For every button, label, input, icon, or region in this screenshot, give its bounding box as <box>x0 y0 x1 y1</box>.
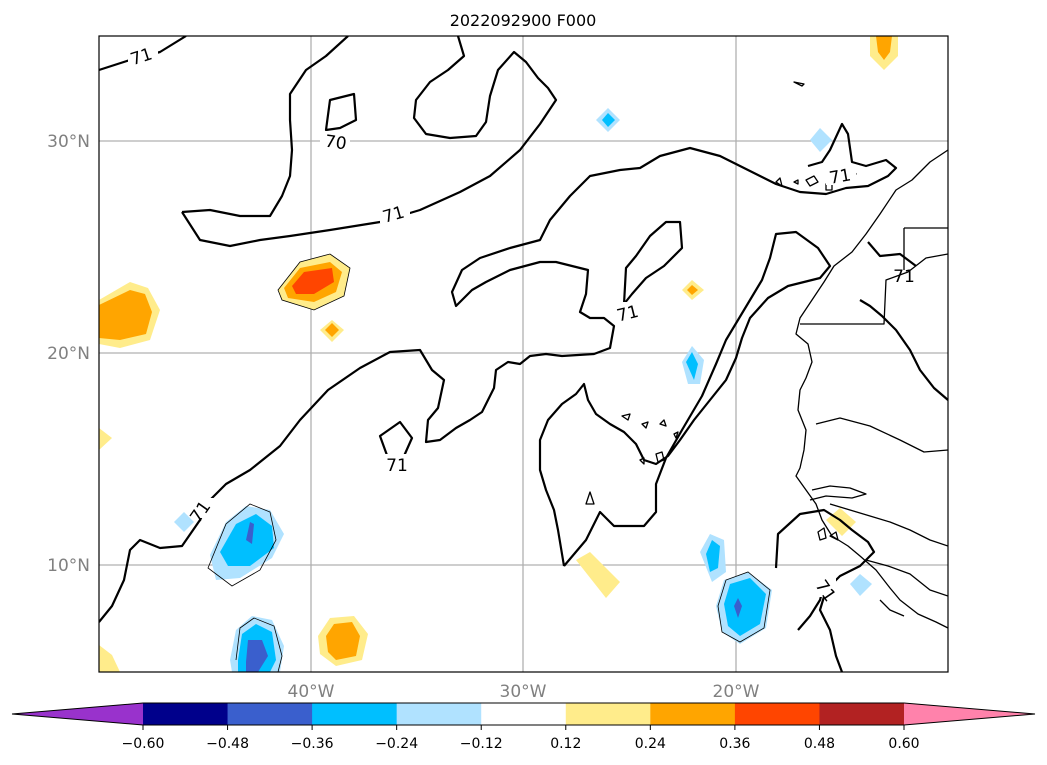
positive-patch-small <box>320 320 344 342</box>
lon-label-40w: 40°W <box>288 682 335 702</box>
latitude-labels: 30°N 20°N 10°N <box>47 132 90 576</box>
colorbar-tick-label: 0.60 <box>888 736 919 752</box>
colorbar-bin <box>227 703 313 725</box>
negative-patch-west <box>174 503 284 587</box>
contour-label-extra: 71 <box>893 267 915 287</box>
colorbar-tick-label: 0.48 <box>804 736 835 752</box>
contour-lines <box>99 36 948 672</box>
contour-labels: 71 70 71 71 71 71 71 71 71 <box>128 44 915 606</box>
colorbar-bin <box>312 703 398 725</box>
coastlines <box>585 81 948 629</box>
positive-patch-east-2 <box>576 552 620 598</box>
colorbar-bin <box>734 703 820 725</box>
colorbar-bin <box>565 703 651 725</box>
lat-label-10n: 10°N <box>47 556 90 576</box>
colorbar-bin <box>650 703 736 725</box>
contour-label: 71 <box>828 165 853 188</box>
positive-patch-east-1 <box>682 280 704 300</box>
colorbar-bin <box>819 703 905 725</box>
map-title: 2022092900 F000 <box>450 11 597 30</box>
colorbar-tick-label: 0.12 <box>550 736 581 752</box>
map-frame <box>98 35 949 673</box>
negative-patch-east <box>596 108 872 644</box>
colorbar-under-triangle <box>12 703 143 725</box>
contour-label: 70 <box>324 132 348 155</box>
lon-label-20w: 20°W <box>713 682 760 702</box>
lat-label-20n: 20°N <box>47 344 90 364</box>
positive-patch-sw <box>99 428 120 672</box>
colorbar-bin <box>396 703 482 725</box>
anomaly-fills <box>99 36 898 672</box>
colorbar-bin <box>481 703 567 725</box>
positive-patch-ne <box>870 36 898 70</box>
colorbar-tick-label: −0.48 <box>206 736 249 752</box>
positive-patch-center <box>277 253 351 311</box>
colorbar-bin <box>143 703 229 725</box>
colorbar-tick-label: 0.24 <box>635 736 666 752</box>
colorbar-tick-label: −0.12 <box>460 736 503 752</box>
positive-patch-west <box>99 282 160 348</box>
colorbar-tick-label: 0.36 <box>719 736 750 752</box>
longitude-labels: 40°W 30°W 20°W <box>288 682 760 702</box>
colorbar: −0.60 −0.48 −0.36 −0.24 −0.12 0.12 0.24 0.36 0.4… <box>11 702 1036 752</box>
contour-label: 71 <box>386 456 408 476</box>
colorbar-tick-label: −0.24 <box>375 736 418 752</box>
lat-label-30n: 30°N <box>47 132 90 152</box>
lon-label-30w: 30°W <box>500 682 547 702</box>
map-area: 71 70 71 71 71 71 71 71 71 <box>99 36 948 672</box>
positive-patch-south <box>318 616 368 666</box>
negative-patch-south <box>230 616 284 672</box>
colorbar-tick-label: −0.36 <box>291 736 334 752</box>
colorbar-over-triangle <box>904 703 1035 725</box>
colorbar-tick-label: −0.60 <box>122 736 165 752</box>
